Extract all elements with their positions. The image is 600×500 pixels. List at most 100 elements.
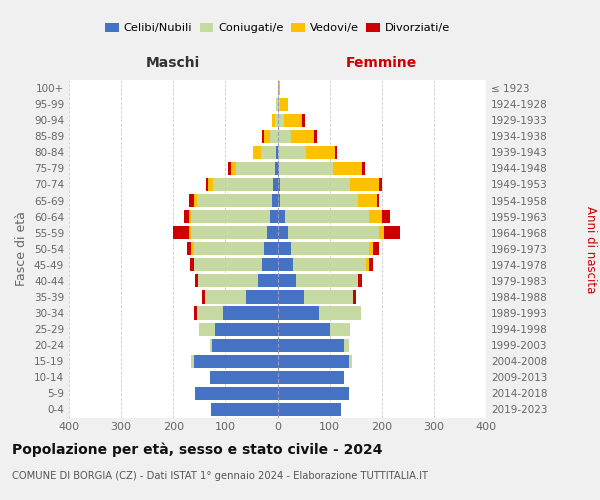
Bar: [353, 290, 356, 304]
Bar: [379, 178, 382, 191]
Bar: [319, 306, 361, 320]
Bar: [350, 178, 379, 191]
Bar: [189, 194, 194, 207]
Bar: [262, 258, 277, 272]
Bar: [215, 322, 277, 336]
Bar: [335, 146, 337, 159]
Bar: [369, 242, 373, 256]
Bar: [208, 178, 214, 191]
Text: Popolazione per età, sesso e stato civile - 2024: Popolazione per età, sesso e stato civil…: [12, 442, 383, 457]
Bar: [261, 146, 277, 159]
Bar: [366, 258, 369, 272]
Bar: [277, 162, 278, 175]
Bar: [272, 114, 275, 127]
Bar: [369, 258, 373, 272]
Bar: [223, 306, 277, 320]
Bar: [262, 130, 265, 143]
Bar: [296, 274, 358, 287]
Bar: [272, 194, 277, 207]
Bar: [205, 290, 246, 304]
Bar: [290, 130, 314, 143]
Bar: [277, 210, 286, 223]
Bar: [362, 162, 365, 175]
Bar: [194, 258, 262, 272]
Bar: [369, 210, 382, 223]
Bar: [190, 258, 194, 272]
Bar: [267, 226, 277, 239]
Bar: [277, 194, 280, 207]
Bar: [382, 210, 389, 223]
Bar: [275, 114, 277, 127]
Bar: [377, 194, 379, 207]
Bar: [265, 130, 269, 143]
Bar: [194, 354, 277, 368]
Bar: [228, 162, 230, 175]
Bar: [277, 387, 349, 400]
Bar: [358, 194, 377, 207]
Bar: [306, 146, 335, 159]
Bar: [304, 290, 353, 304]
Bar: [197, 306, 223, 320]
Bar: [293, 258, 366, 272]
Bar: [236, 162, 275, 175]
Bar: [210, 370, 277, 384]
Bar: [173, 226, 189, 239]
Bar: [385, 226, 400, 239]
Text: Femmine: Femmine: [346, 56, 418, 70]
Bar: [277, 98, 280, 110]
Bar: [277, 178, 280, 191]
Bar: [194, 242, 265, 256]
Bar: [302, 114, 305, 127]
Bar: [194, 194, 197, 207]
Bar: [329, 322, 350, 336]
Bar: [284, 114, 302, 127]
Bar: [189, 226, 191, 239]
Bar: [199, 322, 215, 336]
Bar: [277, 130, 290, 143]
Bar: [373, 242, 379, 256]
Bar: [191, 226, 267, 239]
Bar: [269, 130, 277, 143]
Bar: [314, 130, 317, 143]
Bar: [195, 274, 198, 287]
Bar: [277, 226, 288, 239]
Bar: [277, 82, 280, 94]
Bar: [277, 114, 284, 127]
Bar: [257, 274, 277, 287]
Bar: [246, 290, 277, 304]
Bar: [187, 242, 191, 256]
Bar: [184, 210, 189, 223]
Bar: [286, 210, 369, 223]
Bar: [253, 146, 261, 159]
Bar: [191, 242, 194, 256]
Bar: [269, 210, 277, 223]
Text: Anni di nascita: Anni di nascita: [584, 206, 597, 294]
Bar: [358, 274, 362, 287]
Bar: [280, 178, 350, 191]
Bar: [275, 162, 277, 175]
Bar: [278, 162, 333, 175]
Bar: [210, 338, 212, 352]
Bar: [277, 354, 349, 368]
Bar: [277, 242, 290, 256]
Bar: [191, 354, 194, 368]
Bar: [280, 194, 358, 207]
Bar: [333, 162, 362, 175]
Bar: [349, 354, 352, 368]
Bar: [379, 226, 385, 239]
Bar: [288, 226, 379, 239]
Bar: [211, 403, 277, 416]
Bar: [212, 338, 277, 352]
Bar: [277, 322, 329, 336]
Bar: [191, 210, 269, 223]
Bar: [290, 242, 369, 256]
Bar: [197, 194, 272, 207]
Bar: [194, 306, 197, 320]
Bar: [265, 242, 277, 256]
Bar: [206, 178, 208, 191]
Bar: [277, 146, 306, 159]
Bar: [277, 306, 319, 320]
Bar: [344, 338, 349, 352]
Bar: [198, 274, 257, 287]
Bar: [277, 338, 344, 352]
